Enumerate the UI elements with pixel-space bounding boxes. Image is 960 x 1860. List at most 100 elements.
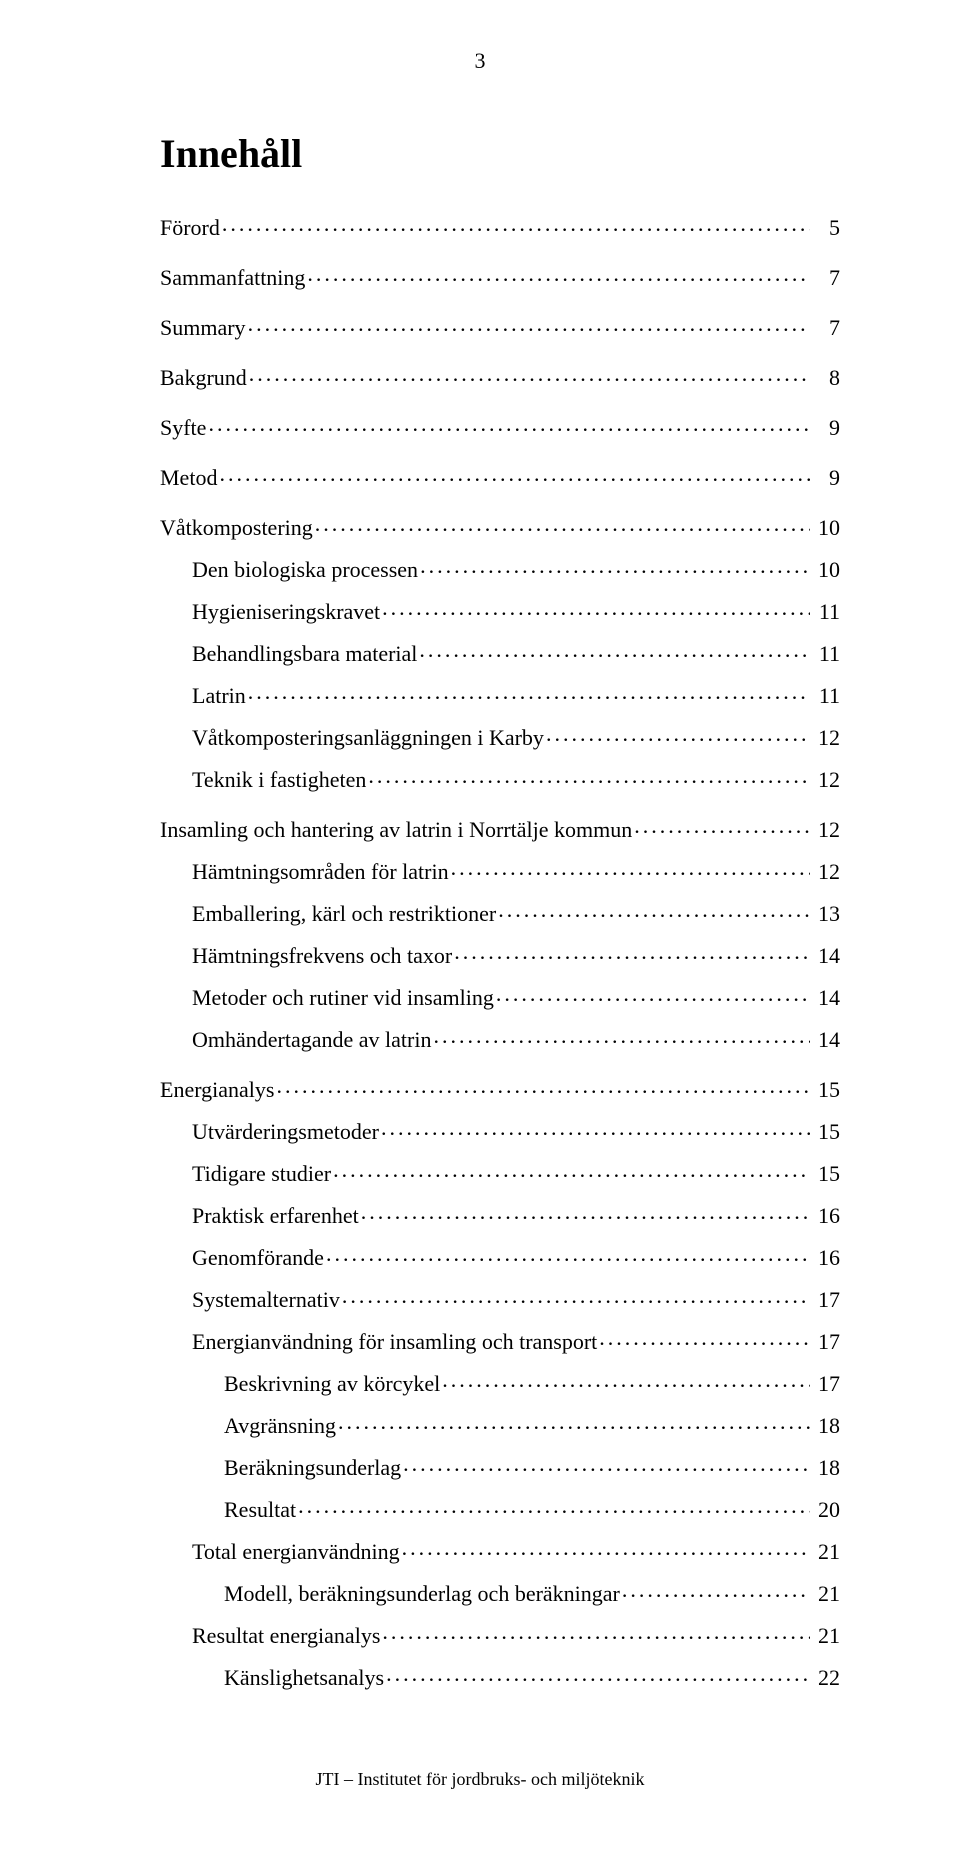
toc-entry-page: 21 <box>812 1541 840 1563</box>
toc-entry: Våtkompostering 10 <box>160 513 840 539</box>
toc-entry-page: 20 <box>812 1499 840 1521</box>
toc-entry: Metoder och rutiner vid insamling14 <box>160 983 840 1009</box>
toc-entry: Bakgrund 8 <box>160 363 840 389</box>
toc-entry: Modell, beräkningsunderlag och beräkning… <box>160 1579 840 1605</box>
toc-entry: Sammanfattning7 <box>160 263 840 289</box>
toc-entry-label: Hämtningsområden för latrin <box>192 861 449 883</box>
toc-leader-dots <box>386 1663 810 1685</box>
toc-entry-label: Beräkningsunderlag <box>224 1457 401 1479</box>
toc-entry-label: Metoder och rutiner vid insamling <box>192 987 494 1009</box>
page-number: 3 <box>0 48 960 74</box>
toc-entry: Utvärderingsmetoder 15 <box>160 1117 840 1143</box>
toc-entry-page: 12 <box>812 769 840 791</box>
toc-entry-label: Omhändertagande av latrin <box>192 1029 431 1051</box>
toc-entry-label: Avgränsning <box>224 1415 336 1437</box>
toc-leader-dots <box>454 941 810 963</box>
toc-leader-dots <box>599 1327 810 1349</box>
toc-leader-dots <box>276 1075 810 1097</box>
toc-entry-page: 21 <box>812 1625 840 1647</box>
toc-entry: Tidigare studier15 <box>160 1159 840 1185</box>
toc-entry-label: Teknik i fastigheten <box>192 769 366 791</box>
toc-leader-dots <box>634 815 810 837</box>
toc-entry-label: Hämtningsfrekvens och taxor <box>192 945 452 967</box>
toc-entry-page: 15 <box>812 1079 840 1101</box>
toc-entry-page: 22 <box>812 1667 840 1689</box>
toc-entry-page: 5 <box>812 217 840 239</box>
toc-entry-page: 15 <box>812 1163 840 1185</box>
toc-entry-label: Metod <box>160 467 217 489</box>
toc-entry: Total energianvändning 21 <box>160 1537 840 1563</box>
toc-entry-label: Behandlingsbara material <box>192 643 417 665</box>
toc-entry-label: Hygieniseringskravet <box>192 601 380 623</box>
toc-entry: Summary 7 <box>160 313 840 339</box>
toc-entry-label: Latrin <box>192 685 246 707</box>
toc-leader-dots <box>315 513 810 535</box>
toc-entry-page: 17 <box>812 1331 840 1353</box>
toc-entry: Hämtningsområden för latrin12 <box>160 857 840 883</box>
toc-leader-dots <box>219 463 810 485</box>
toc-leader-dots <box>419 639 810 661</box>
toc-entry-label: Utvärderingsmetoder <box>192 1121 379 1143</box>
toc-entry-page: 11 <box>812 685 840 707</box>
toc-entry: Syfte9 <box>160 413 840 439</box>
toc-leader-dots <box>420 555 810 577</box>
toc-leader-dots <box>402 1537 810 1559</box>
toc-entry: Resultat energianalys 21 <box>160 1621 840 1647</box>
toc-entry-page: 13 <box>812 903 840 925</box>
toc-leader-dots <box>298 1495 810 1517</box>
toc-entry: Insamling och hantering av latrin i Norr… <box>160 815 840 841</box>
toc-entry: Avgränsning18 <box>160 1411 840 1437</box>
toc-leader-dots <box>307 263 810 285</box>
toc-leader-dots <box>338 1411 810 1433</box>
toc-entry: Praktisk erfarenhet 16 <box>160 1201 840 1227</box>
toc-entry-page: 10 <box>812 559 840 581</box>
toc-leader-dots <box>222 213 810 235</box>
toc-leader-dots <box>546 723 810 745</box>
toc-entry-page: 16 <box>812 1205 840 1227</box>
toc-entry-label: Emballering, kärl och restriktioner <box>192 903 496 925</box>
toc-entry-page: 14 <box>812 1029 840 1051</box>
toc-entry-label: Våtkomposteringsanläggningen i Karby <box>192 727 544 749</box>
toc-entry-page: 7 <box>812 267 840 289</box>
toc-entry-label: Våtkompostering <box>160 517 313 539</box>
toc-leader-dots <box>333 1159 810 1181</box>
toc-entry-label: Modell, beräkningsunderlag och beräkning… <box>224 1583 620 1605</box>
toc-entry: Våtkomposteringsanläggningen i Karby 12 <box>160 723 840 749</box>
footer-text: JTI – Institutet för jordbruks- och milj… <box>0 1769 960 1790</box>
toc-entry-label: Energianvändning för insamling och trans… <box>192 1331 597 1353</box>
toc-entry-page: 21 <box>812 1583 840 1605</box>
toc-entry-label: Syfte <box>160 417 206 439</box>
toc-leader-dots <box>342 1285 810 1307</box>
toc-leader-dots <box>403 1453 810 1475</box>
toc-leader-dots <box>442 1369 810 1391</box>
toc-entry-page: 16 <box>812 1247 840 1269</box>
toc-entry-label: Praktisk erfarenhet <box>192 1205 359 1227</box>
toc-entry-page: 12 <box>812 727 840 749</box>
toc-leader-dots <box>326 1243 810 1265</box>
toc-entry-label: Resultat energianalys <box>192 1625 380 1647</box>
toc-entry-label: Förord <box>160 217 220 239</box>
toc-leader-dots <box>382 597 810 619</box>
toc-entry-label: Resultat <box>224 1499 296 1521</box>
toc-entry: Hämtningsfrekvens och taxor14 <box>160 941 840 967</box>
toc-leader-dots <box>248 681 810 703</box>
toc-title: Innehåll <box>160 130 840 177</box>
toc-entry: Omhändertagande av latrin 14 <box>160 1025 840 1051</box>
toc-entry: Beskrivning av körcykel17 <box>160 1369 840 1395</box>
toc-entry-page: 18 <box>812 1457 840 1479</box>
toc-entry: Beräkningsunderlag 18 <box>160 1453 840 1479</box>
toc-entry: Resultat 20 <box>160 1495 840 1521</box>
toc-entry-label: Bakgrund <box>160 367 247 389</box>
toc-entry-label: Total energianvändning <box>192 1541 400 1563</box>
toc-entry: Energianvändning för insamling och trans… <box>160 1327 840 1353</box>
toc-entry-page: 15 <box>812 1121 840 1143</box>
toc-entry-page: 8 <box>812 367 840 389</box>
toc-leader-dots <box>208 413 810 435</box>
toc-entry-label: Summary <box>160 317 246 339</box>
toc-entry-label: Den biologiska processen <box>192 559 418 581</box>
toc-entry-page: 9 <box>812 467 840 489</box>
toc-entry-page: 7 <box>812 317 840 339</box>
toc-entry: Känslighetsanalys 22 <box>160 1663 840 1689</box>
toc-entry-label: Känslighetsanalys <box>224 1667 384 1689</box>
toc-entry-page: 10 <box>812 517 840 539</box>
